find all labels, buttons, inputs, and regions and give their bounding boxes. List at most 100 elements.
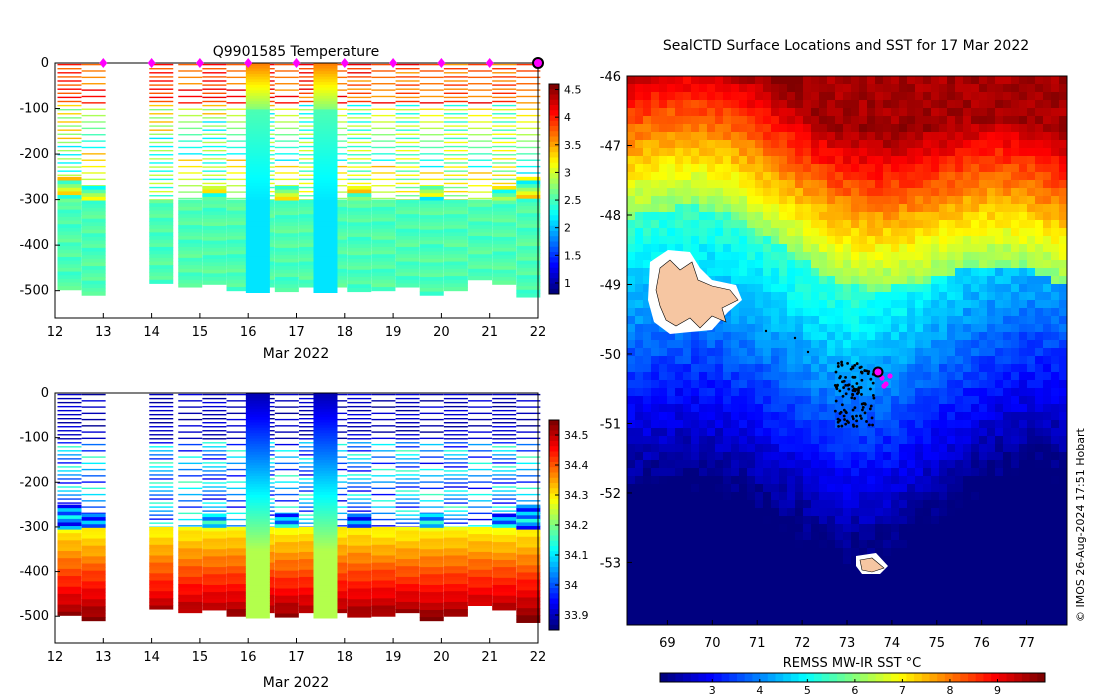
sst-cell <box>795 164 804 173</box>
profile-cell <box>347 534 372 540</box>
profile-cell <box>492 584 517 590</box>
sst-cell <box>987 108 996 117</box>
profile-cell <box>178 576 203 581</box>
profile-cell <box>347 613 372 618</box>
x-tick-label: 16 <box>240 325 257 340</box>
sst-cell <box>947 364 956 373</box>
profile-cell <box>226 165 251 168</box>
sst-cell <box>715 404 724 413</box>
sst-cell <box>1011 292 1020 301</box>
sst-cell <box>899 268 908 277</box>
profile-cell <box>245 564 270 568</box>
profile-cell <box>245 98 270 102</box>
profile-cell <box>178 598 203 603</box>
profile-cell <box>468 601 493 606</box>
sst-cell <box>691 132 700 141</box>
sst-cell <box>963 172 972 181</box>
sst-cell <box>947 292 956 301</box>
sst-cell <box>739 316 748 325</box>
profile-cell <box>395 100 420 103</box>
profile-cell <box>395 474 420 476</box>
sst-cell <box>907 180 916 189</box>
profile-cell <box>245 273 270 277</box>
profile-cell <box>245 161 270 165</box>
profile-cell <box>371 250 396 255</box>
sst-cell <box>1003 100 1012 109</box>
profile-cell <box>298 178 323 181</box>
sst-cell <box>747 420 756 429</box>
profile-cell <box>443 84 468 86</box>
sst-cell <box>779 100 788 109</box>
profile-cell <box>178 76 203 79</box>
sst-cell <box>947 332 956 341</box>
profile-cell <box>178 102 203 104</box>
sst-cell <box>891 140 900 149</box>
profile-cell <box>245 246 270 250</box>
profile-cell <box>492 494 517 496</box>
profile-cell <box>516 220 541 225</box>
sst-cell <box>739 308 748 317</box>
sst-cell <box>675 180 684 189</box>
sst-cell <box>827 340 836 349</box>
sst-cell <box>1043 292 1052 301</box>
profile-cell <box>202 178 227 181</box>
sst-cell <box>971 236 980 245</box>
sst-cell <box>907 276 916 285</box>
profile-cell <box>395 190 420 193</box>
profile-cell <box>371 199 396 204</box>
sst-cell <box>923 164 932 173</box>
profile-cell <box>226 512 251 515</box>
profile-cell <box>313 281 338 285</box>
profile-cell <box>202 584 227 590</box>
profile-cell <box>313 175 338 179</box>
sst-cell <box>971 124 980 133</box>
profile-cell <box>178 236 203 241</box>
sst-cell <box>843 316 852 325</box>
profile-cell <box>371 443 396 446</box>
sst-cell <box>971 76 980 85</box>
sst-cell <box>875 380 884 389</box>
sst-cell <box>987 388 996 397</box>
sst-cell <box>723 244 732 253</box>
profile-cell <box>492 72 517 74</box>
profile-cell <box>57 470 82 472</box>
sst-cell <box>707 388 716 397</box>
profile-cell <box>202 478 227 480</box>
profile-cell <box>298 76 323 78</box>
profile-cell <box>178 265 203 270</box>
sst-cell <box>643 172 652 181</box>
sst-cell <box>803 164 812 173</box>
profile-cell <box>149 584 174 589</box>
salinity-x-ticks: 12 13 14 15 16 17 18 19 20 21 22 <box>47 638 546 665</box>
profile-cell <box>178 526 203 531</box>
profile-cell <box>149 268 174 273</box>
sst-cell <box>987 188 996 197</box>
sst-cell <box>635 124 644 133</box>
sst-cell <box>763 260 772 269</box>
profile-cell <box>81 577 106 582</box>
profile-cell <box>492 141 517 144</box>
profile-cell <box>443 462 468 464</box>
profile-cell <box>226 127 251 130</box>
sst-cell <box>723 188 732 197</box>
profile-cell <box>443 598 468 603</box>
sst-cell <box>891 324 900 333</box>
profile-cell <box>468 197 493 200</box>
profile-cell <box>347 149 372 152</box>
sst-cell <box>715 348 724 357</box>
sst-cell <box>1059 220 1067 229</box>
profile-cell <box>274 493 299 496</box>
sst-cell <box>643 108 652 117</box>
sst-cell <box>731 268 740 277</box>
sst-cell <box>699 204 708 213</box>
profile-cell <box>274 76 299 79</box>
sst-cell <box>1059 332 1067 341</box>
profile-cell <box>57 579 82 584</box>
profile-cell <box>245 486 270 490</box>
sst-cell <box>915 108 924 117</box>
profile-cell <box>226 612 251 617</box>
sst-cell <box>851 124 860 133</box>
profile-cell <box>516 568 541 573</box>
sst-cell <box>651 244 660 253</box>
sst-cell <box>787 172 796 181</box>
